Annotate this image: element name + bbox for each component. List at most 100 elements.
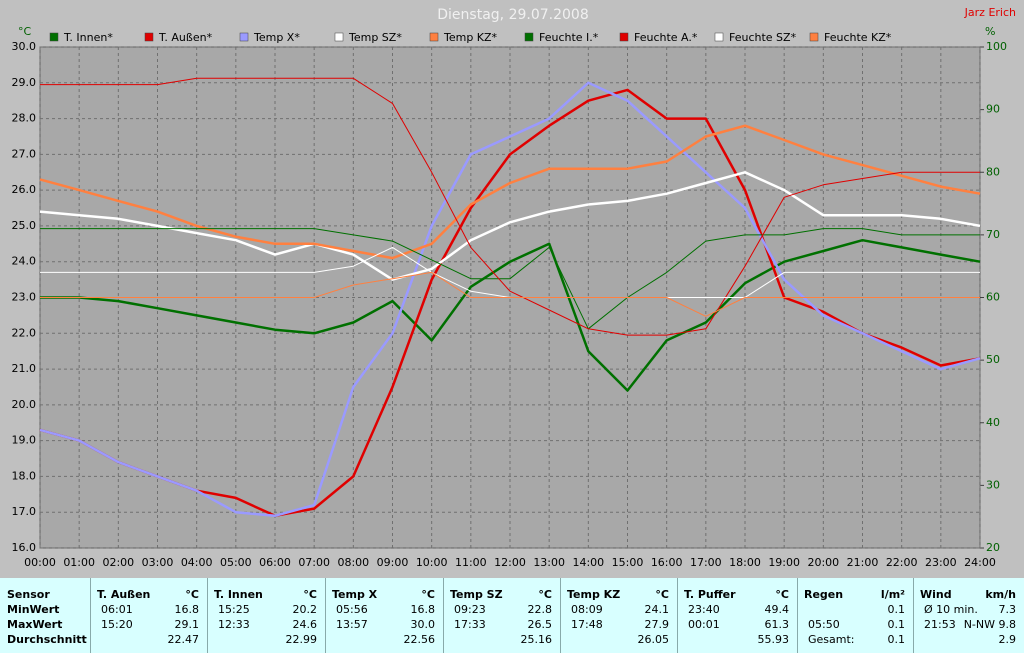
- group-name: Temp KZ: [567, 588, 621, 601]
- x-tick-label: 13:00: [533, 556, 565, 569]
- x-tick-label: 16:00: [651, 556, 683, 569]
- y2-tick-label: 80: [986, 165, 1000, 178]
- x-tick-label: 19:00: [768, 556, 800, 569]
- group-name: T. Innen: [214, 588, 263, 601]
- legend-swatch: [714, 32, 724, 42]
- cell-value: 25.16: [520, 633, 553, 646]
- y2-tick-label: 30: [986, 478, 1000, 491]
- series-line: [40, 77, 980, 336]
- y-tick-label: 18.0: [12, 469, 37, 482]
- cell-value: 16.8: [174, 603, 200, 616]
- x-tick-label: 05:00: [220, 556, 252, 569]
- cell-value: 0.1: [887, 603, 906, 616]
- x-tick-label: 00:00: [24, 556, 56, 569]
- row-label: Durchschnitt: [7, 633, 87, 646]
- legend-label: T. Außen*: [158, 31, 213, 44]
- y-tick-label: 16.0: [12, 541, 37, 554]
- legend-label: T. Innen*: [63, 31, 113, 44]
- cell-value: 27.9: [644, 618, 670, 631]
- series-line: [39, 171, 981, 281]
- cell-value: 49.4: [764, 603, 790, 616]
- cell-value: 30.0: [410, 618, 436, 631]
- cell-value: 0.1: [887, 618, 906, 631]
- cell-value: 61.3: [764, 618, 790, 631]
- cell-time: 17:33: [454, 618, 486, 631]
- cell-time: 06:01: [101, 603, 133, 616]
- y2-tick-label: 60: [986, 291, 1000, 304]
- x-tick-label: 17:00: [690, 556, 722, 569]
- cell-time: 13:57: [336, 618, 368, 631]
- cell-time: 09:23: [454, 603, 486, 616]
- column: Temp SZ °C 09:23 22.8 17:33 26.5 25.16: [443, 578, 560, 653]
- cell-value: 29.1: [174, 618, 200, 631]
- x-tick-label: 22:00: [886, 556, 918, 569]
- group-unit: °C: [655, 588, 669, 601]
- y-tick-label: 22.0: [12, 326, 37, 339]
- cell-time: 15:20: [101, 618, 133, 631]
- legend-swatch: [619, 32, 629, 42]
- series-line: [40, 271, 980, 317]
- cell-value: 16.8: [410, 603, 436, 616]
- x-tick-label: 01:00: [63, 556, 95, 569]
- x-tick-label: 09:00: [377, 556, 409, 569]
- legend-label: Temp KZ*: [443, 31, 498, 44]
- group-name: Temp X: [332, 588, 378, 601]
- x-tick-label: 20:00: [807, 556, 839, 569]
- group-name: Regen: [804, 588, 844, 601]
- cell-time: 08:09: [571, 603, 603, 616]
- x-tick-label: 07:00: [298, 556, 330, 569]
- row-label: MinWert: [7, 603, 60, 616]
- y2-axis-label: %: [985, 25, 995, 38]
- y-tick-label: 27.0: [12, 147, 37, 160]
- legend-swatch: [524, 32, 534, 42]
- y-tick-label: 17.0: [12, 505, 37, 518]
- cell-value: 0.1: [887, 633, 906, 646]
- legend-swatch: [49, 32, 59, 42]
- series-line: [40, 238, 981, 392]
- legend-swatch: [144, 32, 154, 42]
- y-tick-label: 20.0: [12, 398, 37, 411]
- x-tick-label: 18:00: [729, 556, 761, 569]
- series-line: [39, 81, 981, 518]
- row-label: Sensor: [7, 588, 50, 601]
- group-unit: °C: [538, 588, 552, 601]
- y-tick-label: 30.0: [12, 40, 37, 53]
- cell-value: 55.93: [757, 633, 790, 646]
- column: T. Außen °C 06:01 16.8 15:20 29.1 22.47: [90, 578, 207, 653]
- cell-time: 00:01: [688, 618, 720, 631]
- y-tick-label: 19.0: [12, 434, 37, 447]
- y2-tick-label: 20: [986, 541, 1000, 554]
- cell-time: 23:40: [688, 603, 720, 616]
- cell-value: 24.6: [292, 618, 318, 631]
- legend-label: Feuchte SZ*: [729, 31, 797, 44]
- cell-time: 17:48: [571, 618, 603, 631]
- x-tick-label: 14:00: [572, 556, 604, 569]
- y2-tick-label: 100: [986, 40, 1007, 53]
- cell-value: 22.8: [527, 603, 553, 616]
- cell-time: Ø 10 min.: [924, 603, 978, 616]
- cell-value: 24.1: [644, 603, 670, 616]
- y-tick-label: 24.0: [12, 255, 37, 268]
- cell-value: 22.56: [403, 633, 436, 646]
- series-line: [39, 124, 981, 260]
- y2-tick-label: 90: [986, 103, 1000, 116]
- column: Temp X °C 05:56 16.8 13:57 30.0 22.56: [325, 578, 443, 653]
- y2-tick-label: 40: [986, 416, 1000, 429]
- group-unit: °C: [421, 588, 435, 601]
- cell-time: 15:25: [218, 603, 250, 616]
- group-name: T. Puffer: [684, 588, 736, 601]
- y-tick-label: 26.0: [12, 183, 37, 196]
- cell-time: Gesamt:: [808, 633, 855, 646]
- x-tick-label: 08:00: [337, 556, 369, 569]
- chart-title: Dienstag, 29.07.2008: [437, 7, 588, 23]
- legend-label: Feuchte A.*: [634, 31, 698, 44]
- legend-label: Feuchte KZ*: [824, 31, 892, 44]
- x-tick-label: 10:00: [416, 556, 448, 569]
- y-tick-label: 25.0: [12, 219, 37, 232]
- y-tick-label: 28.0: [12, 112, 37, 125]
- group-name: Wind: [920, 588, 952, 601]
- group-name: Temp SZ: [450, 588, 503, 601]
- group-unit: km/h: [985, 588, 1016, 601]
- x-tick-label: 04:00: [181, 556, 213, 569]
